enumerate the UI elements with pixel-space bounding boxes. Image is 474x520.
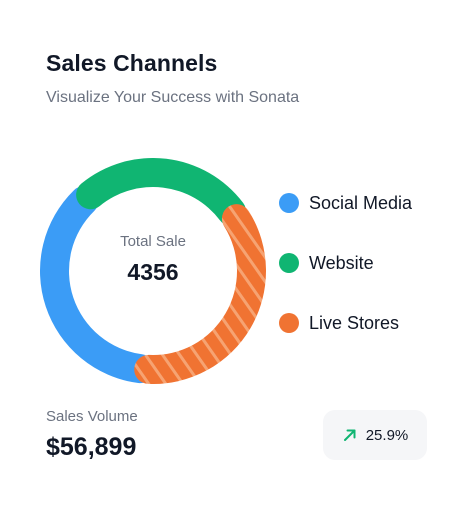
trend-value: 25.9% [365, 426, 409, 444]
sales-volume-value: $56,899 [46, 433, 137, 461]
legend-item-social-media[interactable]: Social Media [279, 189, 412, 249]
legend-dot-social-media [279, 193, 299, 213]
legend-item-live-stores[interactable]: Live Stores [279, 309, 412, 369]
sales-volume-label: Sales Volume [46, 408, 138, 425]
legend-dot-live-stores [279, 313, 299, 333]
chart-legend: Social Media Website Live Stores [279, 189, 412, 369]
trend-badge: 25.9% [323, 410, 427, 460]
arrow-up-right-icon [343, 429, 356, 441]
donut-segment-website[interactable] [76, 158, 247, 227]
donut-segment-live-stores[interactable] [134, 204, 266, 384]
legend-label: Website [309, 253, 374, 273]
legend-dot-website [279, 253, 299, 273]
legend-label: Social Media [309, 193, 413, 213]
legend-label: Live Stores [309, 313, 400, 333]
donut-segment-social-media[interactable] [40, 186, 155, 384]
legend-item-website[interactable]: Website [279, 249, 412, 309]
donut-chart [40, 158, 266, 384]
donut-center-value: 4356 [127, 259, 179, 285]
card-title: Sales Channels [46, 50, 218, 76]
card-subtitle: Visualize Your Success with Sonata [46, 89, 300, 106]
donut-center-label: Total Sale [120, 233, 186, 250]
